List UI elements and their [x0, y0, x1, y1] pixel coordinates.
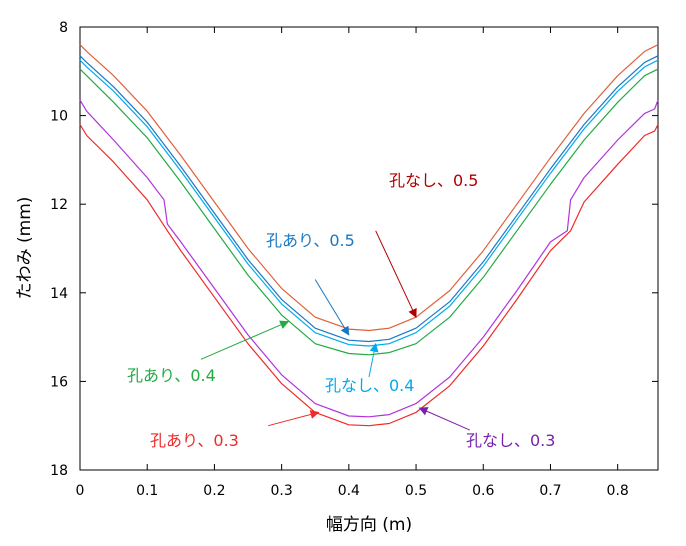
series-group [79, 44, 659, 427]
plot-frame [79, 26, 659, 471]
annotations-group: 孔なし、0.5 孔あり、0.5 孔あり、0.4 孔なし、0.4 孔なし、0.3 孔あり、0… [127, 171, 555, 450]
annotation-arrow [314, 279, 350, 336]
x-tick-label: 0.5 [405, 483, 427, 499]
annotation-arrow [268, 410, 320, 427]
annotation-label: 孔なし、0.5 [389, 171, 478, 190]
series-line-1 [79, 44, 659, 332]
annotation-label: 孔あり、0.4 [127, 366, 216, 385]
annotation-label: 孔あり、0.3 [150, 431, 239, 450]
y-tick-label: 8 [59, 20, 68, 36]
series-line-2 [79, 55, 659, 343]
x-tick-label: 0.6 [472, 483, 494, 499]
x-tick-label: 0 [76, 483, 85, 499]
series-line-3 [79, 59, 659, 347]
annotation-label: 孔あり、0.5 [266, 231, 355, 250]
x-tick-label: 0.4 [338, 483, 360, 499]
x-axis-label: 幅方向 (m) [326, 515, 412, 535]
series-line-5 [79, 99, 659, 418]
y-axis-label: たわみ (mm) [15, 197, 35, 300]
annotation-label: 孔なし、0.3 [466, 431, 555, 450]
x-tick-label: 0.2 [203, 483, 225, 499]
x-tick-label: 0.7 [539, 483, 561, 499]
y-tick-label: 14 [50, 286, 68, 302]
y-tick-label: 18 [50, 463, 68, 479]
x-tick-label: 0.3 [270, 483, 292, 499]
y-tick-label: 16 [50, 374, 68, 390]
x-tick-label: 0.1 [136, 483, 158, 499]
annotation-arrow [375, 230, 417, 319]
annotation-arrow [418, 407, 471, 431]
annotation-arrow [200, 320, 290, 360]
axis-ticks: 0 0.1 0.2 0.3 0.4 0.5 0.6 0.7 0.8 8 10 12 14 16 18 [50, 20, 658, 499]
x-tick-label: 0.8 [607, 483, 629, 499]
y-tick-label: 12 [50, 197, 68, 213]
y-tick-label: 10 [50, 109, 68, 125]
annotation-label: 孔なし、0.4 [325, 376, 414, 395]
annotation-arrow [368, 342, 379, 378]
series-line-4 [79, 68, 659, 356]
series-line-6 [79, 124, 659, 427]
